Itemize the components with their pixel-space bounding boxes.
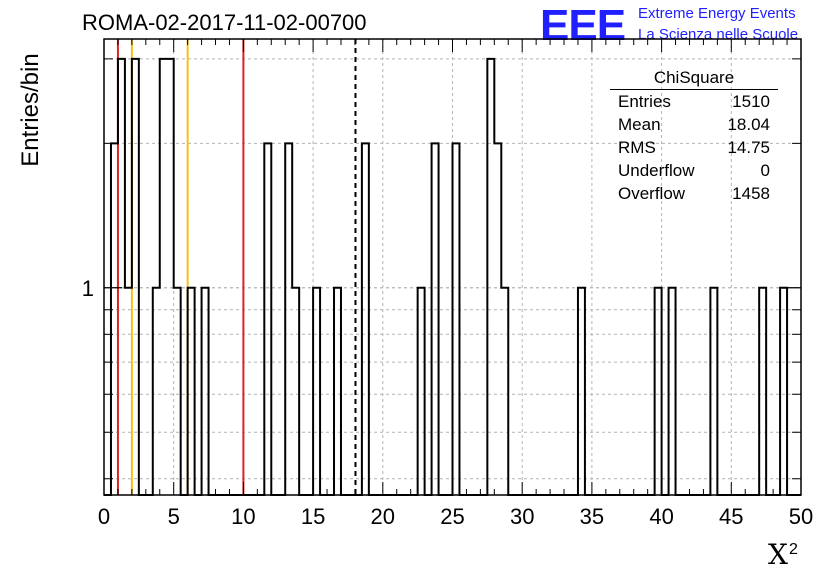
x-tick-label: 20 [371,504,395,529]
stats-row-mean: Mean 18.04 [610,113,778,136]
histogram-bin [432,143,439,495]
run-title: ROMA-02-2017-11-02-00700 [82,10,367,35]
histogram-bin [759,288,766,495]
histogram-bin [453,143,460,495]
histogram-bin [578,288,585,495]
x-tick-label: 15 [301,504,325,529]
x-tick-label: 30 [510,504,534,529]
histogram-bin [153,288,160,495]
histogram-bin [118,59,125,495]
stats-box: ChiSquare Entries 1510 Mean 18.04 RMS 14… [610,66,778,205]
x-tick-label: 35 [580,504,604,529]
y-tick-label: 1 [82,276,94,301]
stats-value: 0 [760,161,770,180]
stats-title: ChiSquare [610,66,778,90]
histogram-bin [780,288,787,495]
stats-row-rms: RMS 14.75 [610,136,778,159]
histogram-bin [285,143,292,495]
histogram-bin [292,288,299,495]
x-axis-label-base: X [768,538,788,571]
histogram-bin [313,288,320,495]
histogram-bin [362,143,369,495]
histogram-bin [132,59,139,495]
x-tick-label: 5 [168,504,180,529]
y-axis-label: Entries/bin [17,53,44,167]
logo-mark: EEE [540,1,626,50]
stats-row-overflow: Overflow 1458 [610,182,778,205]
histogram-bin [264,143,271,495]
stats-value: 18.04 [727,115,770,134]
histogram-bin [655,288,662,495]
histogram-bin [501,288,508,495]
logo-line-1: Extreme Energy Events [638,5,796,22]
stats-label: Underflow [618,161,695,180]
stats-value: 1458 [732,184,770,203]
histogram-bin [125,288,132,495]
x-tick-label: 40 [649,504,673,529]
histogram-bin [111,143,118,495]
stats-value: 14.75 [727,138,770,157]
x-tick-label: 25 [440,504,464,529]
x-tick-label: 50 [789,504,813,529]
histogram-bin [167,59,174,495]
x-tick-label: 0 [98,504,110,529]
histogram-bin [487,59,494,495]
x-axis-label-superscript: 2 [788,540,798,558]
stats-label: Mean [618,115,661,134]
stats-row-underflow: Underflow 0 [610,159,778,182]
x-tick-label: 10 [231,504,255,529]
stats-value: 1510 [732,92,770,111]
stats-label: RMS [618,138,656,157]
histogram-bin [710,288,717,495]
x-axis-label: X2 [768,538,798,571]
histogram-bin [174,288,181,495]
histogram-bin [494,143,501,495]
histogram-bin [202,288,209,495]
axes: 0 5 10 15 20 25 30 35 40 45 50 1 [82,38,813,529]
histogram-bin [160,59,167,495]
histogram-bin [669,288,676,495]
stats-row-entries: Entries 1510 [610,90,778,113]
stats-label: Entries [618,92,671,111]
histogram-bin [188,288,195,495]
histogram-bin [334,288,341,495]
x-tick-label: 45 [719,504,743,529]
histogram-bin [418,288,425,495]
stats-label: Overflow [618,184,686,203]
